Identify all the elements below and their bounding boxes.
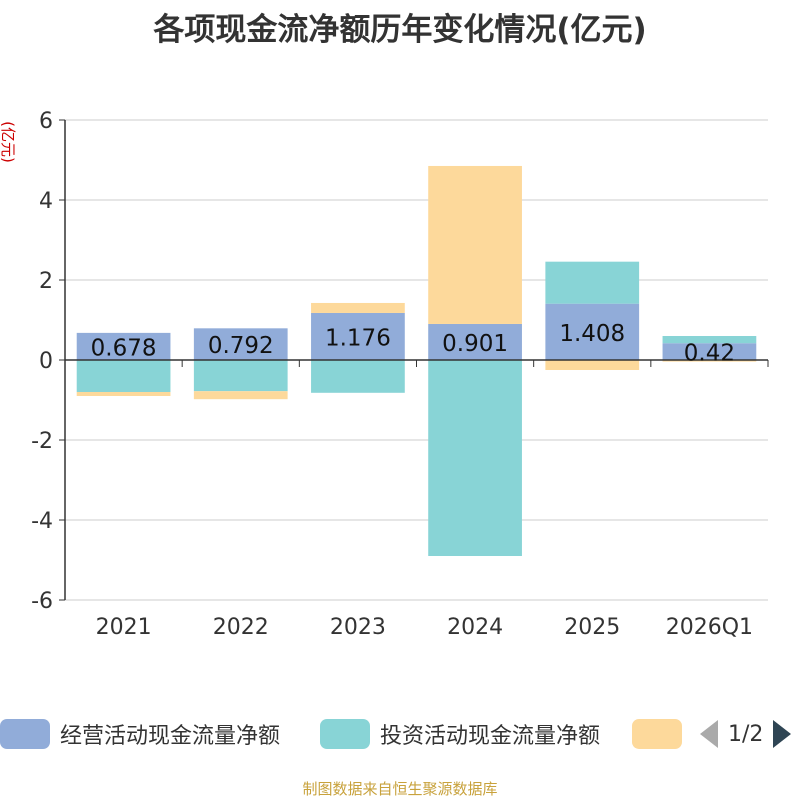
chart-title: 各项现金流净额历年变化情况(亿元) <box>153 12 647 48</box>
bar-series1-2023 <box>311 360 405 393</box>
x-tick-label-2024: 2024 <box>447 615 503 640</box>
y-tick-label: -4 <box>31 509 53 534</box>
data-label-2022: 0.792 <box>208 333 274 359</box>
y-tick-label: 4 <box>39 189 53 214</box>
data-label-2026Q1: 0.42 <box>684 341 735 367</box>
legend-swatch-financing <box>632 719 682 749</box>
pager-next-icon[interactable] <box>773 720 792 748</box>
bar-series2-2021 <box>76 392 171 396</box>
legend-label-operating: 经营活动现金流量净额 <box>60 724 281 749</box>
x-tick-label-2021: 2021 <box>96 615 152 640</box>
legend-pager: 1/2 <box>700 714 792 754</box>
bar-series1-2025 <box>545 261 640 304</box>
bar-series0-2023 <box>311 312 405 360</box>
data-label-2021: 0.678 <box>91 335 157 361</box>
bar-series1-2024 <box>428 360 522 556</box>
bar-series1-2021 <box>76 360 171 392</box>
bar-series2-2022 <box>193 391 288 400</box>
bar-series2-2024 <box>428 165 522 324</box>
bar-series1-2026Q1 <box>662 336 757 344</box>
bar-series0-2022 <box>193 328 288 360</box>
legend-swatch-operating <box>0 719 50 749</box>
x-tick-label-2025: 2025 <box>564 615 620 640</box>
data-label-2024: 0.901 <box>442 331 508 357</box>
bar-series1-2022 <box>193 360 288 392</box>
legend-item-investing[interactable]: 投资活动现金流量净额 <box>320 714 600 754</box>
y-tick-label: -6 <box>31 589 53 614</box>
bar-series2-2025 <box>545 360 640 370</box>
bar-series0-2025 <box>545 303 640 360</box>
y-axis-title: (亿元) <box>0 121 17 163</box>
pager-prev-icon[interactable] <box>700 720 718 748</box>
bar-series0-2026Q1 <box>662 343 757 360</box>
pager-text: 1/2 <box>728 721 764 747</box>
y-tick-label: 0 <box>39 349 53 374</box>
y-tick-label: -2 <box>31 429 53 454</box>
bar-series0-2024 <box>428 323 522 360</box>
bar-series2-2026Q1 <box>662 360 757 362</box>
legend: 经营活动现金流量净额 投资活动现金流量净额 1/2 <box>0 714 800 754</box>
source-note: 制图数据来自恒生聚源数据库 <box>302 780 498 798</box>
bar-series0-2021 <box>76 332 171 360</box>
legend-label-investing: 投资活动现金流量净额 <box>380 724 601 749</box>
y-tick-label: 6 <box>39 109 53 134</box>
y-tick-label: 2 <box>39 269 53 294</box>
legend-swatch-investing <box>320 719 370 749</box>
data-label-2023: 1.176 <box>325 325 391 351</box>
bar-series2-2023 <box>311 302 405 313</box>
x-tick-label-2022: 2022 <box>213 615 269 640</box>
legend-item-financing[interactable] <box>632 714 692 754</box>
x-tick-label-2026Q1: 2026Q1 <box>666 615 753 640</box>
legend-item-operating[interactable]: 经营活动现金流量净额 <box>0 714 280 754</box>
x-tick-label-2023: 2023 <box>330 615 386 640</box>
data-label-2025: 1.408 <box>559 321 625 347</box>
